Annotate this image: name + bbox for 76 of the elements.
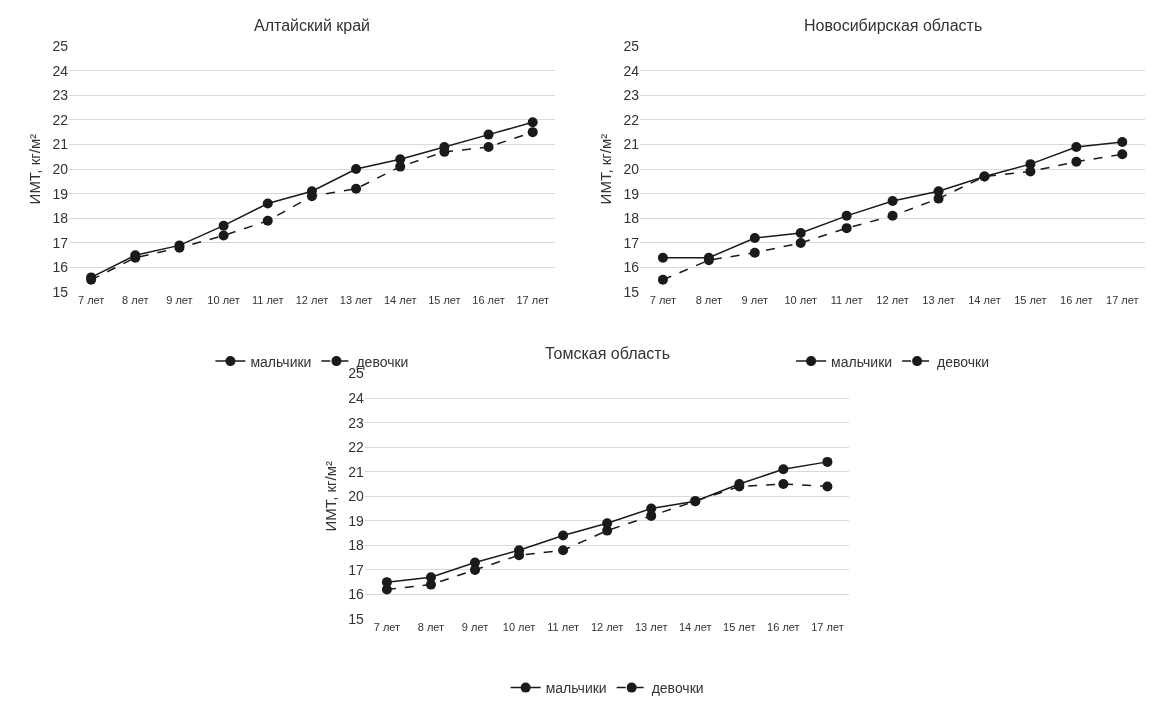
x-tick-label: 7 лет (649, 294, 677, 307)
y-tick-label: 23 (348, 414, 365, 431)
y-tick-label: 16 (623, 259, 640, 276)
y-tick-label: 22 (52, 111, 69, 128)
y-tick-label: 24 (623, 62, 640, 79)
y-tick-label: 25 (623, 37, 640, 54)
y-tick-label: 15 (52, 284, 69, 301)
y-tick-label: 19 (52, 185, 69, 202)
y-tick-label: 21 (348, 463, 365, 480)
y-tick-label: 16 (348, 586, 365, 603)
y-tick-label: 18 (52, 210, 69, 227)
y-tick-label: 18 (348, 537, 365, 554)
y-tick-label: 23 (623, 87, 640, 104)
y-tick-label: 15 (623, 284, 640, 301)
y-tick-label: 21 (52, 136, 69, 153)
y-tick-label: 23 (52, 87, 69, 104)
y-tick-label: 24 (52, 62, 69, 79)
x-tick-label: 16 лет (472, 294, 505, 307)
y-tick-label: 25 (52, 37, 69, 54)
x-tick-label: 11 лет (251, 294, 284, 307)
x-tick-label: 11 лет (830, 294, 863, 307)
chart-title: Алтайский край (254, 17, 371, 34)
x-tick-label: 14 лет (383, 294, 417, 307)
x-tick-label: 11 лет (547, 620, 579, 633)
x-tick-label: 12 лет (876, 294, 909, 307)
x-tick-label: 12 лет (295, 294, 329, 307)
y-tick-label: 17 (348, 561, 365, 578)
y-tick-label: 20 (348, 488, 365, 505)
y-tick-label: 22 (623, 111, 640, 128)
x-tick-label: 14 лет (968, 294, 1001, 307)
x-tick-label: 15 лет (428, 294, 461, 307)
y-tick-label: 21 (623, 136, 640, 153)
x-tick-label: 17 лет (1106, 294, 1139, 307)
x-tick-label: 8 лет (417, 620, 445, 633)
x-tick-label: 9 лет (461, 620, 489, 633)
y-tick-label: 24 (348, 389, 365, 406)
y-tick-label: 17 (52, 234, 69, 251)
legend-label: мальчики (250, 353, 312, 370)
legend-label: девочки (937, 353, 990, 370)
y-tick-label: 18 (623, 210, 640, 227)
legend-label: девочки (651, 680, 704, 697)
y-tick-label: 17 (623, 234, 640, 251)
legend-label: мальчики (545, 680, 607, 697)
legend-label: мальчики (831, 353, 893, 370)
x-tick-label: 15 лет (1014, 294, 1047, 307)
y-axis-title: ИМТ, кг/м² (321, 460, 339, 532)
y-tick-label: 16 (52, 259, 69, 276)
x-tick-label: 7 лет (77, 294, 105, 307)
x-tick-label: 17 лет (516, 294, 549, 307)
y-axis-title: ИМТ, кг/м² (25, 133, 43, 205)
x-tick-label: 9 лет (166, 294, 193, 307)
y-tick-label: 15 (348, 610, 365, 627)
x-tick-label: 15 лет (723, 620, 756, 633)
x-tick-label: 8 лет (695, 294, 723, 307)
x-tick-label: 9 лет (741, 294, 768, 307)
x-tick-label: 7 лет (373, 620, 401, 633)
y-tick-label: 20 (623, 160, 640, 177)
x-tick-label: 13 лет (922, 294, 955, 307)
y-tick-label: 19 (623, 185, 640, 202)
x-tick-label: 8 лет (122, 294, 149, 307)
x-tick-label: 12 лет (590, 620, 624, 633)
y-tick-label: 22 (348, 439, 365, 456)
x-tick-label: 13 лет (634, 620, 668, 633)
y-tick-label: 20 (52, 160, 69, 177)
x-tick-label: 16 лет (767, 620, 800, 633)
y-tick-label: 19 (348, 512, 365, 529)
y-axis-title: ИМТ, кг/м² (596, 133, 614, 205)
x-tick-label: 14 лет (679, 620, 712, 633)
x-tick-label: 17 лет (811, 620, 844, 633)
x-tick-label: 13 лет (339, 294, 373, 307)
x-tick-label: 10 лет (502, 620, 536, 633)
x-tick-label: 10 лет (784, 294, 817, 307)
x-tick-label: 10 лет (207, 294, 240, 307)
chart-title: Томская область (545, 345, 671, 362)
chart-title: Новосибирская область (804, 17, 983, 34)
x-tick-label: 16 лет (1060, 294, 1093, 307)
